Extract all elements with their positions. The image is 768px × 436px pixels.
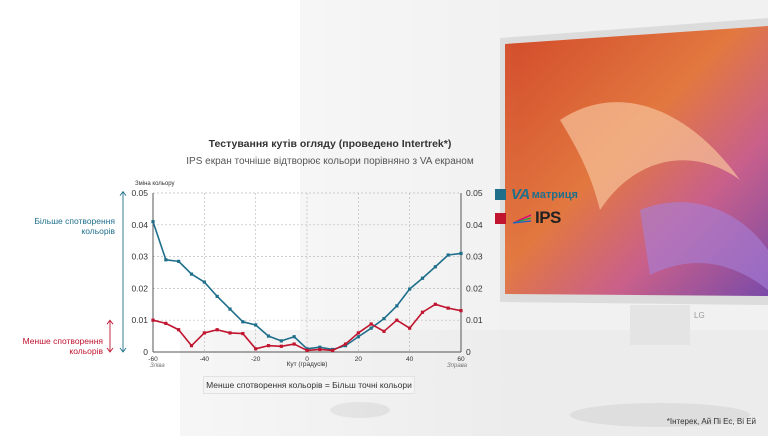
y-tick-label-left: 0.01 bbox=[131, 315, 148, 325]
caption-box: Менше спотворення кольорів = Більш точні… bbox=[203, 376, 415, 394]
y-tick-label-right: 0.03 bbox=[466, 252, 483, 262]
data-point-ips bbox=[369, 322, 373, 326]
data-point-ips bbox=[254, 347, 258, 351]
data-point-ips bbox=[356, 331, 360, 335]
legend-ips: IPS bbox=[495, 208, 561, 228]
data-point-ips bbox=[420, 310, 425, 314]
chart-series bbox=[151, 220, 463, 353]
legend-va: VA матриця bbox=[495, 186, 578, 203]
data-point-ips bbox=[202, 331, 206, 335]
y-tick-label-right: 0.05 bbox=[466, 188, 483, 198]
x-tick-label: -60 bbox=[148, 356, 158, 363]
data-point-va bbox=[395, 304, 399, 308]
data-point-ips bbox=[266, 344, 271, 348]
data-point-va bbox=[151, 220, 155, 224]
data-point-ips bbox=[215, 328, 219, 332]
data-point-ips bbox=[189, 344, 194, 348]
va-range-arrow bbox=[119, 190, 127, 353]
data-point-ips bbox=[279, 344, 283, 348]
more-distortion-label: Більше спотворення кольорів bbox=[34, 216, 115, 236]
data-point-va bbox=[189, 272, 194, 276]
y-tick-label-right: 0.02 bbox=[466, 283, 483, 293]
data-point-ips bbox=[446, 306, 450, 310]
data-point-va bbox=[420, 276, 425, 280]
x-left-label: Зліва bbox=[150, 363, 165, 369]
data-point-ips bbox=[318, 347, 322, 352]
x-axis-label: Кут (градусів) bbox=[287, 360, 328, 368]
data-point-va bbox=[408, 287, 412, 291]
data-point-va bbox=[318, 345, 322, 349]
y-tick-label-left: 0.02 bbox=[131, 283, 148, 293]
monitor: LG bbox=[500, 18, 768, 427]
data-point-va bbox=[164, 258, 168, 262]
x-right-label: Зправа bbox=[447, 363, 468, 369]
legend-va-sublabel: матриця bbox=[531, 188, 578, 201]
legend-va-swatch bbox=[495, 189, 506, 200]
data-point-va bbox=[228, 307, 232, 311]
data-point-va bbox=[369, 326, 373, 330]
x-tick-label: 60 bbox=[457, 356, 465, 363]
x-tick-label: -20 bbox=[251, 356, 261, 363]
data-point-ips bbox=[228, 331, 232, 335]
data-point-ips bbox=[459, 309, 463, 313]
data-point-ips bbox=[343, 342, 348, 346]
x-tick-label: 0 bbox=[305, 356, 309, 363]
data-point-va bbox=[254, 323, 258, 327]
data-point-ips bbox=[408, 326, 412, 330]
chart-subtitle: IPS екран точніше відтворює кольори порі… bbox=[186, 156, 474, 167]
y-tick-label-right: 0.04 bbox=[466, 220, 483, 230]
data-point-ips bbox=[151, 318, 155, 322]
data-point-va bbox=[266, 334, 271, 338]
y-tick-label-left: 0.03 bbox=[131, 252, 148, 262]
legend-ips-swatch bbox=[495, 212, 506, 224]
data-point-ips bbox=[164, 321, 168, 325]
x-tick-label: -40 bbox=[200, 356, 210, 363]
chart-annotations bbox=[106, 190, 127, 353]
data-point-ips bbox=[241, 331, 245, 336]
chart-title: Тестування кутів огляду (проведено Inter… bbox=[208, 138, 452, 150]
data-point-va bbox=[177, 259, 181, 263]
data-point-va bbox=[459, 251, 463, 256]
legend-va-label: VA bbox=[511, 186, 530, 203]
data-point-va bbox=[215, 294, 219, 298]
monitor-logo: LG bbox=[694, 311, 705, 320]
data-point-ips bbox=[292, 342, 296, 346]
data-point-va bbox=[292, 335, 296, 339]
y-tick-label-right: 0 bbox=[466, 347, 471, 357]
data-point-ips bbox=[305, 348, 309, 353]
y-tick-label-left: 0.04 bbox=[131, 220, 148, 230]
data-point-va bbox=[433, 265, 437, 269]
legend-ips-label: IPS bbox=[535, 208, 561, 227]
chart-grid bbox=[152, 192, 462, 353]
data-point-ips bbox=[433, 302, 437, 306]
y-tick-label-right: 0.01 bbox=[466, 315, 483, 325]
y-tick-label-left: 0 bbox=[143, 347, 148, 357]
y-tick-label-left: 0.05 bbox=[131, 188, 148, 198]
ips-range-arrow bbox=[106, 319, 114, 353]
x-tick-label: 40 bbox=[406, 356, 414, 363]
data-point-va bbox=[446, 253, 450, 257]
data-point-va bbox=[382, 317, 386, 321]
chart-axes: 0 0 0.01 0.01 0.02 0.02 0.03 0.03 0.04 0.04 0.05 0.… bbox=[131, 181, 482, 369]
data-point-va bbox=[241, 320, 245, 324]
less-distortion-label: Менше спотворення кольорів bbox=[22, 336, 103, 356]
data-point-va bbox=[202, 280, 206, 284]
footnote: *Інтерек, Ай Пі Ес, Ві Ей bbox=[666, 417, 756, 426]
y-axis-label: Зміна кольору bbox=[135, 181, 175, 187]
ips-logo-icon bbox=[512, 214, 532, 224]
data-point-va bbox=[279, 339, 283, 343]
data-point-ips bbox=[331, 348, 335, 353]
x-tick-label: 20 bbox=[355, 356, 363, 363]
data-point-ips bbox=[382, 329, 386, 333]
data-point-ips bbox=[395, 318, 399, 322]
data-point-va bbox=[356, 335, 360, 339]
data-point-ips bbox=[177, 328, 181, 332]
series-line-ips bbox=[152, 303, 462, 352]
